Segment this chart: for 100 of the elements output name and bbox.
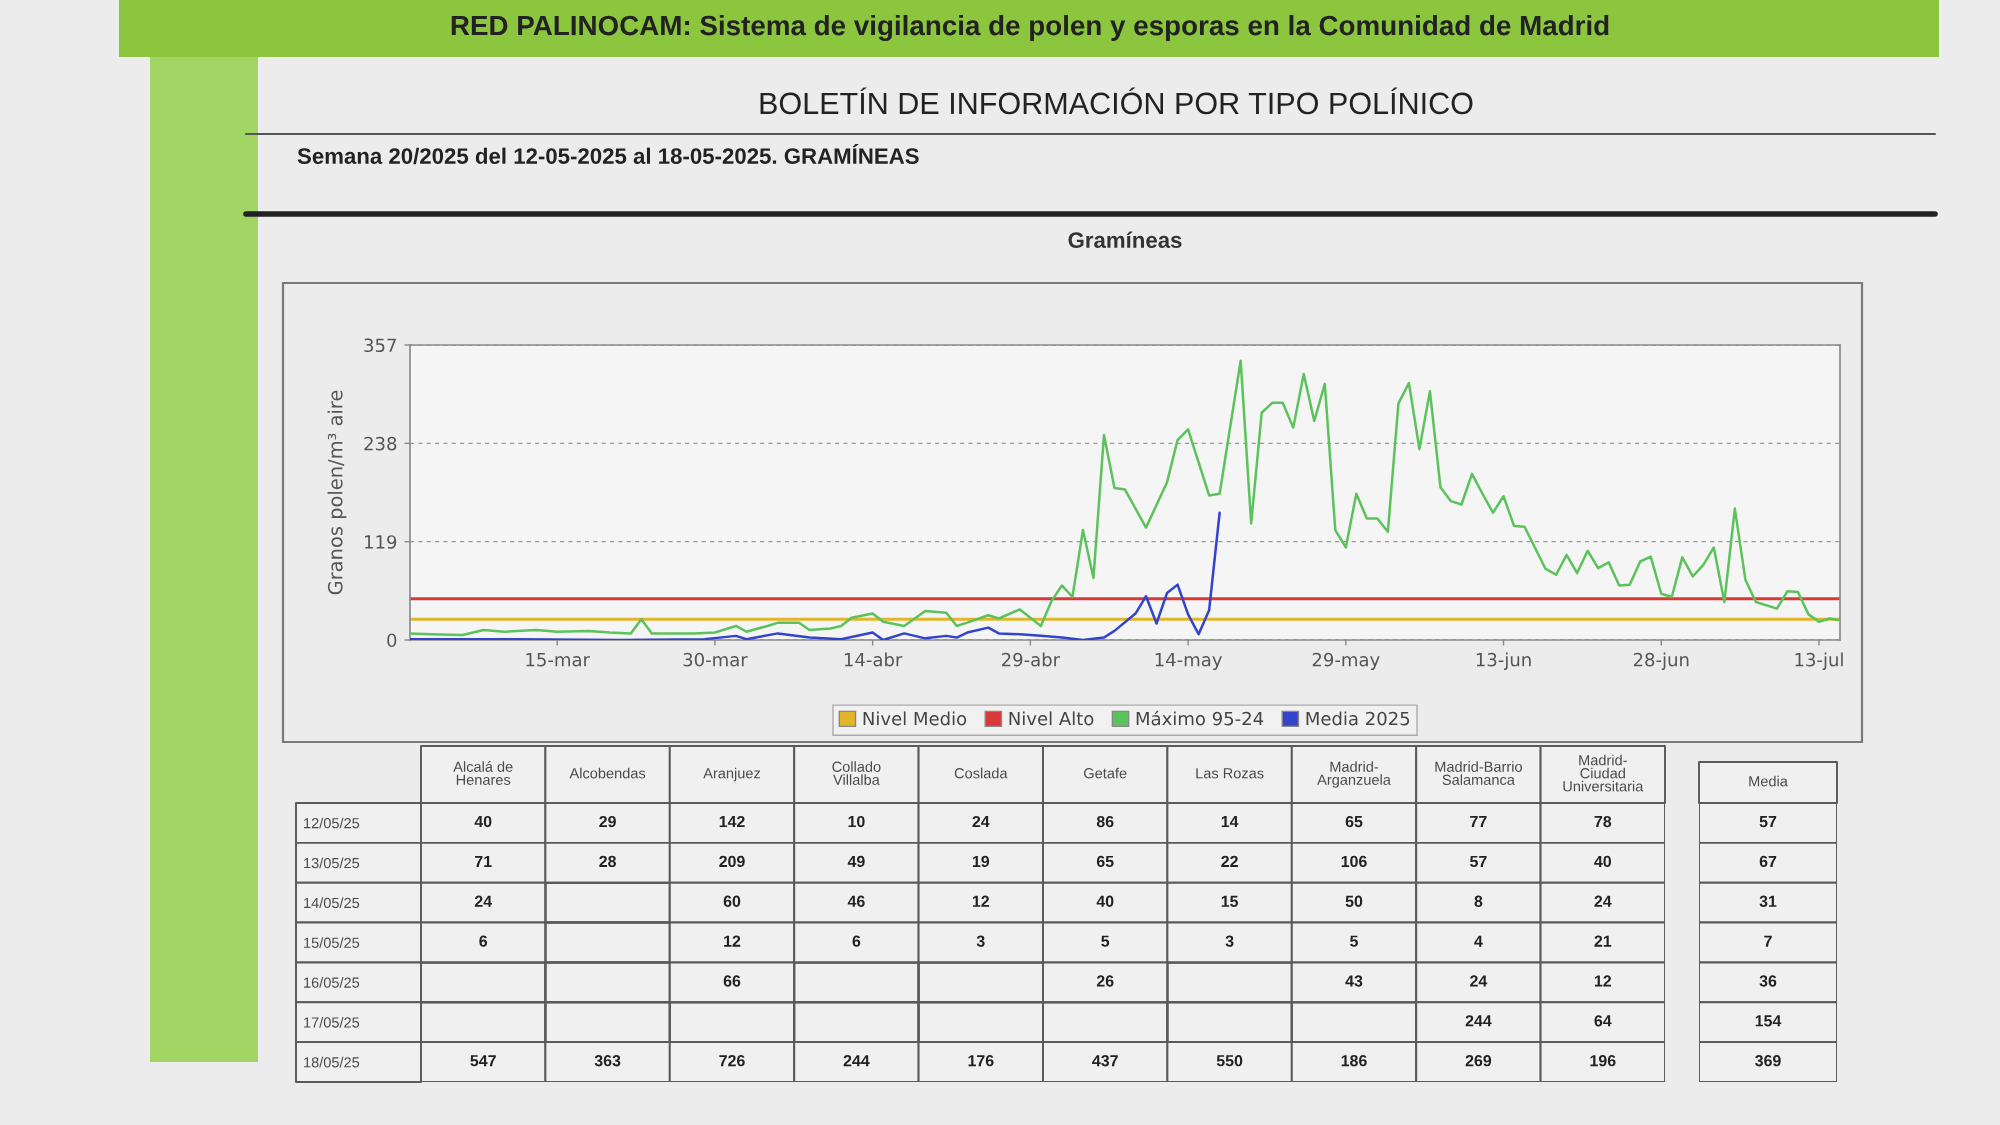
x-tick-label: Las Rozas (1196, 768, 1264, 779)
x-tick-label: Madrid- Ciudad Universitaria (1563, 754, 1644, 792)
chart-title: Gramíneas (1068, 231, 1182, 248)
data-label: 57 (1759, 816, 1777, 828)
x-tick-label: Madrid-Barrio Salamanca (1435, 761, 1522, 785)
x-tick-label: 13-jun (1476, 652, 1531, 670)
data-label: 24 (1594, 895, 1612, 907)
data-label: 31 (1759, 895, 1777, 907)
y-tick-label: 18/05/25 (304, 1056, 360, 1068)
data-label: 4 (1474, 935, 1483, 947)
x-tick-label: Coslada (954, 767, 1008, 779)
data-label: 142 (719, 815, 745, 828)
data-label: 154 (1755, 1015, 1782, 1027)
y-tick-label: 16/05/25 (304, 977, 360, 988)
data-label: 269 (1465, 1055, 1492, 1067)
data-label: 3 (1225, 935, 1234, 947)
data-label: 5 (1350, 935, 1358, 947)
data-label: 7 (1764, 935, 1772, 947)
data-label: 64 (1594, 1015, 1612, 1027)
y-tick-label: 357 (364, 338, 396, 353)
line-series (410, 359, 1840, 637)
data-label: 176 (968, 1055, 994, 1067)
data-label: 60 (723, 895, 741, 907)
x-tick-label: 15-mar (526, 653, 590, 667)
data-label: 67 (1759, 855, 1777, 868)
y-tick-label: 17/05/25 (304, 1016, 360, 1028)
data-label: 196 (1590, 1055, 1616, 1067)
data-label: 57 (1470, 855, 1487, 868)
y-tick-label: 15/05/25 (304, 937, 360, 948)
data-label: 209 (719, 855, 745, 868)
data-label: 77 (1470, 816, 1487, 828)
x-tick-label: Getafe (1084, 767, 1127, 779)
data-label: 36 (1759, 975, 1777, 987)
data-label: 14 (1221, 816, 1239, 828)
data-label: 29 (599, 815, 616, 828)
data-label: 8 (1474, 895, 1483, 907)
x-tick-label: 30-mar (683, 652, 748, 667)
data-label: 244 (843, 1055, 870, 1067)
x-tick-label: Media (1749, 775, 1788, 787)
data-label: 12 (972, 895, 990, 907)
x-tick-label: 14-abr (844, 652, 903, 667)
x-tick-label: Aranjuez (703, 767, 761, 782)
y-tick-label: 0 (387, 633, 397, 648)
data-label: 49 (847, 855, 865, 868)
data-label: 86 (1096, 815, 1114, 828)
data-label: 24 (972, 815, 990, 828)
legend-label: Nivel Medio (863, 711, 967, 726)
y-tick-label: 12/05/25 (304, 817, 360, 829)
data-label: 40 (474, 815, 492, 828)
data-label: 437 (1092, 1055, 1118, 1067)
data-label: 22 (1221, 855, 1238, 867)
legend-label: Media 2025 (1306, 711, 1410, 726)
data-label: 12 (724, 935, 741, 947)
line-series (410, 511, 1221, 640)
legend-label: Máximo 95-24 (1136, 710, 1264, 726)
data-label: 6 (852, 935, 861, 947)
x-tick-label: Alcobendas (569, 767, 646, 779)
data-label: 547 (470, 1055, 496, 1067)
data-label: 46 (847, 895, 865, 907)
data-label: 106 (1341, 855, 1367, 868)
data-label: 43 (1345, 975, 1363, 987)
x-tick-label: Collado Villalba (832, 761, 881, 785)
data-label: 21 (1594, 935, 1612, 947)
x-tick-label: 13-jul (1795, 652, 1843, 670)
data-label: 24 (1470, 975, 1488, 987)
data-label: 10 (848, 815, 865, 828)
x-tick-label: 28-jun (1633, 652, 1689, 670)
data-label: 244 (1465, 1015, 1492, 1027)
data-label: 50 (1345, 895, 1363, 907)
x-tick-label: 29-abr (1001, 652, 1061, 667)
data-label: 65 (1096, 855, 1114, 868)
data-label: 65 (1345, 815, 1363, 828)
text: Semana 20/2025 del 12-05-2025 al 18-05-2025. GRAMÍNEAS (297, 144, 919, 165)
y-axis-title: Granos polen/m³ aire (327, 390, 347, 595)
data-label: 40 (1594, 855, 1612, 868)
data-label: 15 (1221, 895, 1239, 907)
x-tick-label: 29-may (1312, 652, 1380, 670)
y-tick-label: 238 (364, 436, 397, 451)
text: RED PALINOCAM: Sistema de vigilancia de polen y esporas en la Comunidad de Madrid (451, 14, 1609, 42)
y-tick-label: 13/05/25 (304, 857, 360, 869)
data-label: 26 (1096, 975, 1114, 987)
data-label: 186 (1341, 1055, 1367, 1067)
x-tick-label: 14-may (1155, 653, 1222, 670)
data-label: 12 (1594, 975, 1612, 987)
data-label: 3 (976, 935, 985, 947)
x-tick-label: Alcalá de Henares (453, 761, 513, 785)
data-label: 726 (719, 1055, 745, 1067)
y-tick-label: 14/05/25 (304, 897, 360, 909)
text: BOLETÍN DE INFORMACIÓN POR TIPO POLÍNICO (760, 87, 1473, 115)
data-label: 28 (599, 855, 616, 868)
x-tick-label: Madrid- Arganzuela (1317, 761, 1391, 788)
legend-label: Nivel Alto (1009, 711, 1094, 726)
data-label: 6 (479, 935, 488, 947)
data-label: 66 (723, 975, 741, 987)
data-label: 369 (1755, 1055, 1781, 1067)
data-label: 363 (594, 1055, 621, 1067)
data-label: 19 (972, 855, 990, 868)
data-label: 78 (1594, 815, 1612, 828)
data-label: 550 (1216, 1055, 1243, 1067)
data-label: 24 (474, 895, 492, 907)
